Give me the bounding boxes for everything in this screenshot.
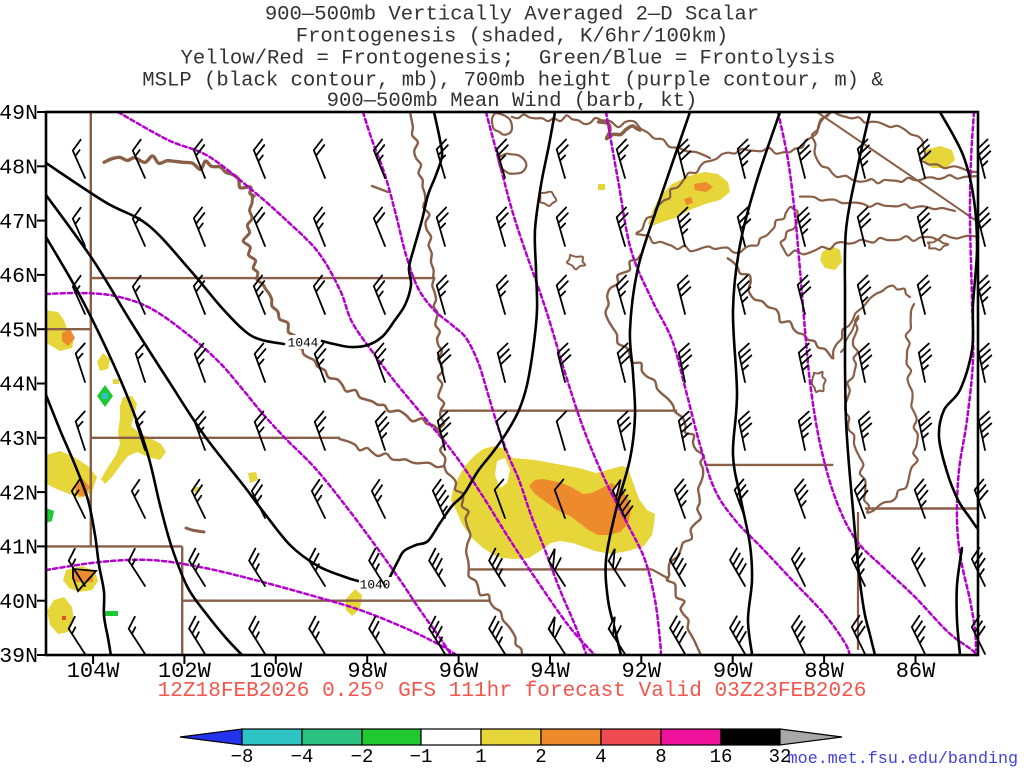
svg-text:16: 16 <box>710 746 733 768</box>
svg-text:−4: −4 <box>291 746 314 768</box>
svg-text:47N: 47N <box>0 211 38 235</box>
svg-text:40N: 40N <box>0 591 38 615</box>
svg-text:45N: 45N <box>0 319 38 343</box>
svg-text:12Z18FEB2026 0.25º GFS 111hr f: 12Z18FEB2026 0.25º GFS 111hr forecast Va… <box>158 679 867 703</box>
svg-text:98W: 98W <box>347 659 387 684</box>
svg-text:900—500mb Vertically Averaged: 900—500mb Vertically Averaged 2—D Scalar <box>265 4 759 27</box>
svg-text:44N: 44N <box>0 374 38 398</box>
svg-text:100W: 100W <box>249 659 303 684</box>
svg-text:39N: 39N <box>0 645 38 669</box>
svg-text:1040: 1040 <box>360 578 391 593</box>
svg-text:moe.met.fsu.edu/banding: moe.met.fsu.edu/banding <box>788 750 1018 768</box>
svg-text:Frontogenesis (shaded, K/6hr/1: Frontogenesis (shaded, K/6hr/100km) <box>296 26 729 49</box>
svg-text:900—500mb Mean Wind (barb, kt): 900—500mb Mean Wind (barb, kt) <box>327 90 698 113</box>
svg-text:MSLP (black contour, mb), 700m: MSLP (black contour, mb), 700mb height (… <box>142 70 884 93</box>
svg-text:−1: −1 <box>410 746 433 768</box>
svg-text:102W: 102W <box>158 659 212 684</box>
svg-text:8: 8 <box>655 746 666 768</box>
svg-text:104W: 104W <box>67 659 121 684</box>
svg-text:42N: 42N <box>0 482 38 506</box>
svg-text:86W: 86W <box>896 659 936 684</box>
svg-text:43N: 43N <box>0 428 38 452</box>
svg-text:48N: 48N <box>0 157 38 181</box>
svg-text:32: 32 <box>769 746 792 768</box>
svg-text:92W: 92W <box>621 659 661 684</box>
svg-text:94W: 94W <box>530 659 570 684</box>
svg-text:96W: 96W <box>439 659 479 684</box>
svg-text:2: 2 <box>535 746 546 768</box>
svg-text:1: 1 <box>475 746 486 768</box>
svg-text:49N: 49N <box>0 102 38 126</box>
svg-text:41N: 41N <box>0 537 38 561</box>
svg-text:−8: −8 <box>231 746 254 768</box>
svg-text:90W: 90W <box>713 659 753 684</box>
svg-text:Yellow/Red = Frontogenesis; G: Yellow/Red = Frontogenesis; Green/Blue =… <box>181 48 836 71</box>
svg-text:−2: −2 <box>351 746 374 768</box>
svg-text:4: 4 <box>595 746 606 768</box>
svg-text:88W: 88W <box>804 659 844 684</box>
svg-text:46N: 46N <box>0 265 38 289</box>
svg-text:1044: 1044 <box>288 336 319 351</box>
